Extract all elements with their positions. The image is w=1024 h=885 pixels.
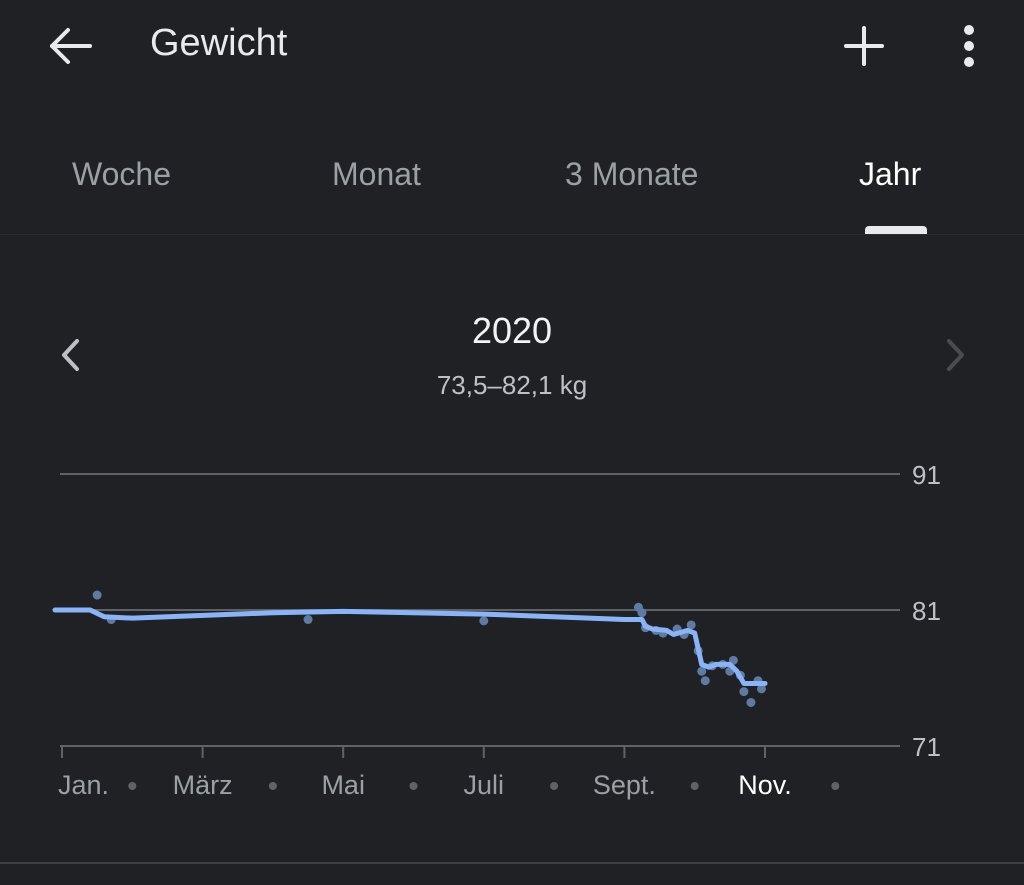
minor-tick-dot xyxy=(831,782,840,790)
chevron-right-icon xyxy=(947,339,964,371)
tab-monat[interactable]: Monat xyxy=(332,156,421,192)
tab-jahr[interactable]: Jahr xyxy=(859,156,922,192)
next-period-button[interactable] xyxy=(932,330,976,380)
data-point xyxy=(92,590,102,600)
y-tick-label: 81 xyxy=(912,596,941,626)
app-bar: Gewicht xyxy=(0,0,1024,95)
page-title: Gewicht xyxy=(150,22,288,64)
chevron-left-icon xyxy=(62,339,79,371)
data-point xyxy=(686,620,696,630)
data-point xyxy=(303,615,313,625)
data-point xyxy=(697,666,707,676)
y-tick-label: 71 xyxy=(912,732,941,762)
x-tick-label: Sept. xyxy=(593,770,656,800)
minor-tick-dot xyxy=(128,782,137,790)
add-button[interactable] xyxy=(836,18,892,74)
tab-3-monate[interactable]: 3 Monate xyxy=(565,156,699,192)
minor-tick-dot xyxy=(550,782,559,790)
more-options-button[interactable] xyxy=(945,18,993,74)
period-title: 2020 xyxy=(471,310,553,351)
arrow-left-icon xyxy=(50,28,92,64)
previous-period-button[interactable] xyxy=(50,330,94,380)
x-tick-label: Jan. xyxy=(58,770,109,800)
more-vert-icon xyxy=(964,25,974,67)
period-tabs: Woche Monat 3 Monate Jahr xyxy=(0,130,1024,235)
x-tick-label: Juli xyxy=(464,770,505,800)
x-tick-label: März xyxy=(173,770,233,800)
active-tab-indicator xyxy=(865,226,927,234)
data-point xyxy=(700,676,710,686)
data-point xyxy=(479,616,489,626)
x-tick-label: Nov. xyxy=(738,770,792,800)
period-range: 73,5–82,1 kg xyxy=(436,370,588,400)
minor-tick-dot xyxy=(690,782,699,790)
weight-trend-line xyxy=(52,607,768,686)
x-tick-label: Mai xyxy=(321,770,365,800)
y-tick-label: 91 xyxy=(912,460,941,490)
back-button[interactable] xyxy=(38,20,102,72)
bottom-divider xyxy=(0,862,1024,864)
plus-icon xyxy=(844,26,884,66)
minor-tick-dot xyxy=(409,782,418,790)
minor-tick-dot xyxy=(268,782,277,790)
data-point xyxy=(756,684,766,694)
data-point xyxy=(637,608,647,618)
tab-woche[interactable]: Woche xyxy=(72,156,172,192)
data-point xyxy=(739,687,749,697)
data-point xyxy=(746,697,756,707)
weight-chart: 91 81 71 Jan. März Mai Juli Sept. Nov. xyxy=(52,460,941,800)
